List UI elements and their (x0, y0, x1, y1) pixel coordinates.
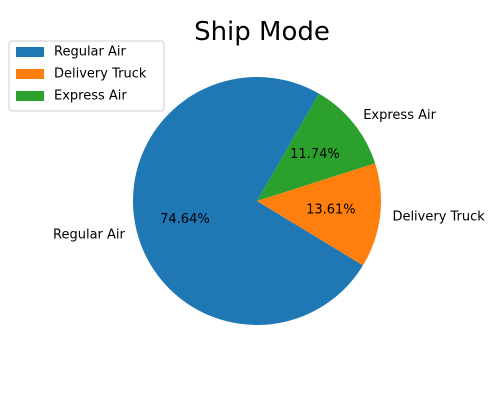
pie-slice-labels: Regular Air Delivery Truck Express Air (53, 108, 485, 242)
slice-label-regular-air: Regular Air (53, 227, 125, 242)
chart-title: Ship Mode (194, 17, 330, 47)
slice-label-express-air: Express Air (363, 108, 436, 123)
legend-swatch-express-air (16, 91, 44, 101)
pie-slices (133, 76, 381, 325)
percent-label-delivery-truck: 13.61% (306, 202, 356, 217)
legend-label-express-air: Express Air (54, 89, 127, 104)
slice-label-delivery-truck: Delivery Truck (392, 210, 485, 225)
legend-items: Regular Air Delivery Truck Express Air (16, 45, 147, 104)
pie-slice-express-air (257, 93, 376, 201)
legend-swatch-regular-air (16, 47, 44, 57)
percent-label-regular-air: 74.64% (160, 212, 210, 227)
legend-swatch-delivery-truck (16, 69, 44, 79)
legend: Regular Air Delivery Truck Express Air (8, 40, 165, 112)
legend-label-delivery-truck: Delivery Truck (54, 67, 147, 82)
percent-label-express-air: 11.74% (290, 147, 340, 162)
legend-frame (8, 40, 165, 112)
pie-slice-regular-air (133, 76, 363, 325)
legend-label-regular-air: Regular Air (54, 45, 126, 60)
pie-percent-labels: 74.64% 13.61% 11.74% (160, 147, 356, 227)
pie-slice-delivery-truck (257, 163, 381, 266)
